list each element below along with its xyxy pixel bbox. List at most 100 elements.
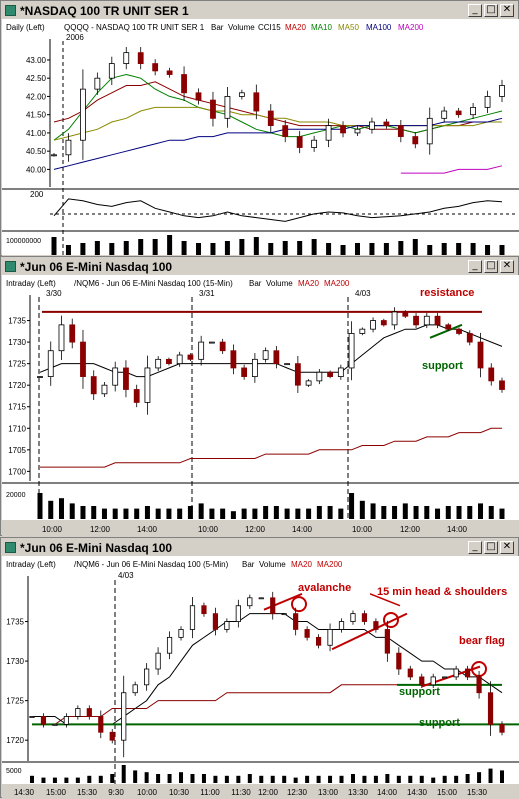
price-candle — [258, 597, 264, 600]
minimize-button[interactable]: _ — [468, 541, 482, 554]
x-axis-label: 13:00 — [318, 788, 339, 797]
price-candle — [219, 338, 226, 354]
volume-bar — [273, 506, 279, 519]
y-axis-label: 41.00 — [26, 129, 47, 138]
x-axis-label: 14:30 — [407, 788, 428, 797]
price-candle — [52, 723, 58, 726]
x-axis-label: 10:00 — [352, 525, 373, 534]
chart-info-bar: Bar — [242, 560, 255, 569]
y-axis-label: 1715 — [8, 403, 26, 412]
x-axis-label: 15:30 — [77, 788, 98, 797]
annotation-support: support — [422, 360, 463, 372]
x-axis-label: 10:00 — [137, 788, 158, 797]
x-axis-label: 10:00 — [42, 525, 63, 534]
volume-bar — [209, 508, 215, 519]
volume-bar — [316, 775, 321, 783]
price-candle — [230, 344, 237, 375]
minimize-button[interactable]: _ — [468, 4, 482, 17]
price-candle — [181, 66, 187, 101]
volume-bar — [431, 777, 436, 783]
x-axis-label: 12:30 — [287, 788, 308, 797]
price-candle — [470, 102, 476, 120]
volume-bar — [155, 508, 161, 519]
price-candle — [304, 626, 310, 641]
annotation-head-and-shoulders: 15 min head & shoulders — [377, 586, 507, 598]
chart-info-volume: Volume — [259, 560, 286, 569]
price-candle — [133, 384, 140, 408]
price-candle — [311, 135, 318, 152]
nq5-volume-panel — [2, 765, 519, 799]
price-candle — [166, 67, 173, 78]
title-bar[interactable]: *Jun 06 E-Mini Nasdaq 100 _ □ ✕ — [3, 259, 516, 275]
x-axis-label: 12:00 — [90, 525, 111, 534]
volume-bar — [445, 506, 451, 519]
close-button[interactable]: ✕ — [500, 260, 514, 273]
price-candle — [397, 119, 404, 143]
y-axis-label: 43.00 — [26, 56, 47, 65]
volume-bar — [213, 775, 218, 783]
price-candle — [488, 363, 495, 386]
price-candle — [270, 591, 276, 620]
x-axis-label: 12:00 — [400, 525, 421, 534]
volume-bar — [349, 493, 355, 519]
volume-scale-label: 20000 — [6, 492, 26, 499]
volume-bar — [435, 508, 441, 519]
price-candle — [294, 355, 301, 393]
volume-bar — [340, 245, 346, 255]
close-button[interactable]: ✕ — [500, 541, 514, 554]
price-candle — [178, 626, 184, 641]
maximize-button[interactable]: □ — [484, 541, 498, 554]
chart-info-period: Intraday (Left) — [6, 279, 56, 288]
nq15-x-axis: 10:00 12:00 14:00 10:00 12:00 14:00 10:00 12:00… — [42, 525, 468, 534]
maximize-button[interactable]: □ — [484, 260, 498, 273]
volume-bar — [488, 506, 494, 519]
volume-bar — [396, 775, 401, 783]
close-button[interactable]: ✕ — [500, 4, 514, 17]
price-candle — [484, 90, 491, 114]
volume-bar — [37, 493, 43, 519]
x-axis-band — [2, 784, 519, 799]
price-candle — [455, 107, 462, 118]
title-bar[interactable]: *Jun 06 E-Mini Nasdaq 100 _ □ ✕ — [3, 540, 516, 556]
volume-bar — [224, 775, 229, 783]
price-candle — [109, 729, 115, 744]
minimize-button[interactable]: _ — [468, 260, 482, 273]
price-candle — [58, 315, 65, 360]
price-candle — [281, 613, 287, 616]
date-label-3-31: 3/31 — [199, 289, 215, 298]
y-axis-label: 41.50 — [26, 111, 47, 120]
y-axis-label: 40.00 — [26, 165, 47, 174]
price-candle — [253, 84, 260, 120]
price-candle — [402, 310, 409, 318]
head-shoulders-neckline — [331, 612, 408, 651]
price-candle — [29, 716, 35, 718]
maximize-button[interactable]: □ — [484, 4, 498, 17]
y-axis-label: 42.50 — [26, 74, 47, 83]
x-axis-label: 15:30 — [467, 788, 488, 797]
chart-info-symbol: /NQM6 - Jun 06 E-Mini Nasdaq 100 (15-Min… — [74, 279, 233, 288]
price-candle — [282, 119, 289, 143]
x-axis-label: 11:30 — [231, 788, 251, 797]
x-axis-label: 14:00 — [137, 525, 158, 534]
y-axis-label: 1720 — [8, 381, 26, 390]
y-axis-label: 1700 — [8, 467, 26, 476]
volume-bar — [465, 774, 470, 783]
price-candle — [487, 681, 494, 736]
volume-bar — [419, 775, 424, 783]
volume-bar — [412, 239, 418, 255]
price-candle — [354, 126, 361, 137]
y-axis-label: 1705 — [8, 446, 26, 455]
qqqq-chart-area: Daily (Left) QQQQ - NASDAQ 100 TR UNIT S… — [2, 19, 519, 273]
price-candle — [144, 663, 150, 691]
price-candle — [267, 104, 274, 133]
volume-bar — [167, 774, 172, 783]
title-bar[interactable]: *NASDAQ 100 TR UNIT SER 1 _ □ ✕ — [3, 3, 516, 19]
volume-scale-label: 5000 — [6, 768, 22, 775]
price-candle — [86, 705, 92, 720]
chart-info-bar: Bar — [211, 23, 224, 32]
volume-bar — [316, 506, 322, 519]
x-axis-band — [2, 520, 519, 537]
price-candle — [166, 357, 172, 366]
x-axis-label: 12:00 — [245, 525, 266, 534]
price-candle — [101, 381, 108, 398]
